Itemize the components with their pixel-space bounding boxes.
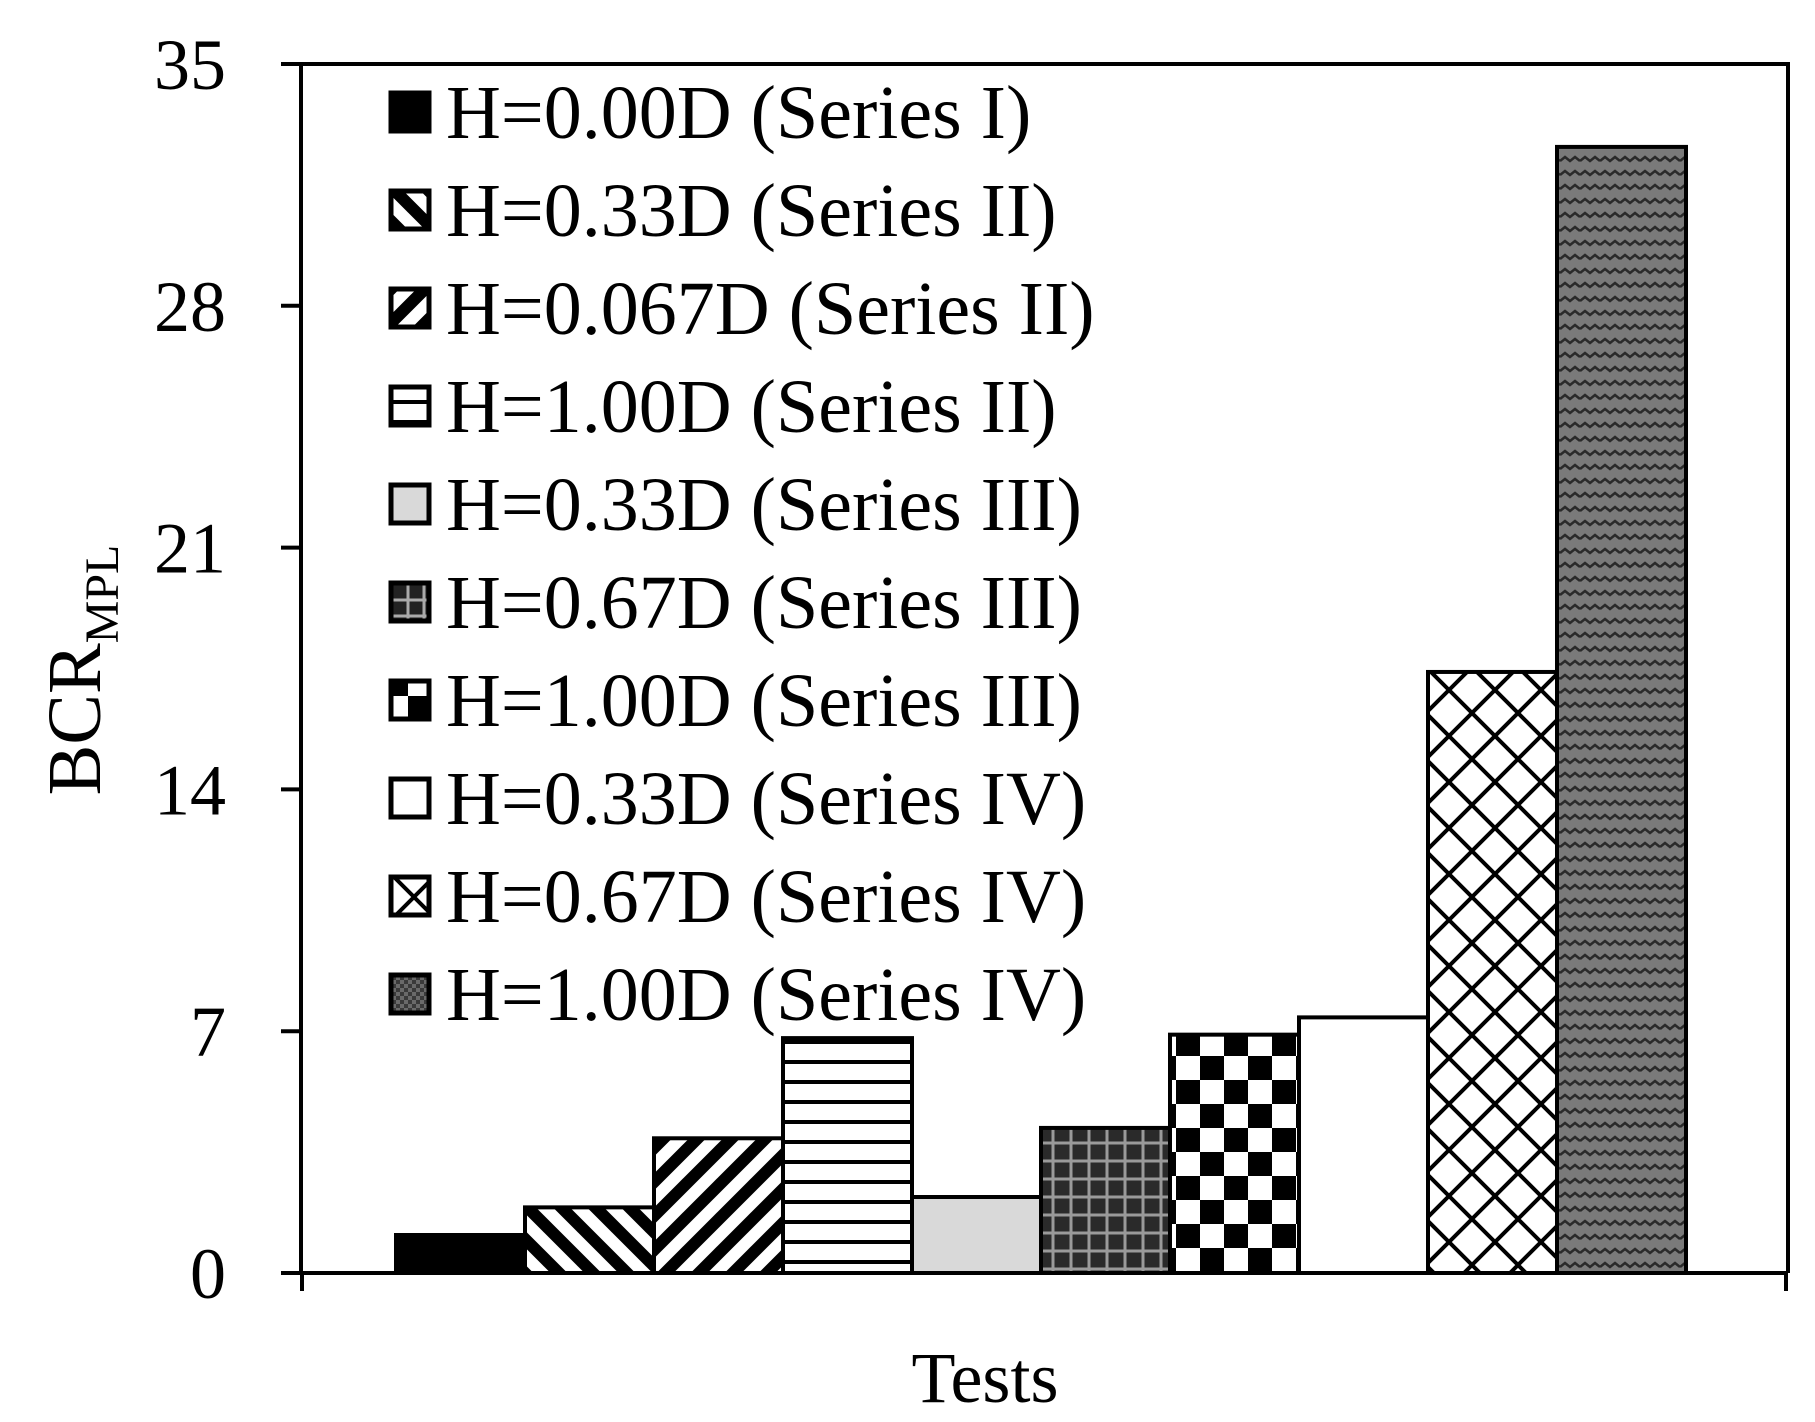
bar-9: [1426, 669, 1559, 1275]
legend-swatch: [388, 384, 432, 428]
legend-swatch: [388, 580, 432, 624]
legend-label: H=1.00D (Series IV): [446, 953, 1086, 1037]
legend-swatch: [388, 678, 432, 722]
y-tick-label: 28: [154, 267, 226, 347]
legend-swatch: [388, 90, 432, 134]
y-tick-label: 0: [190, 1234, 226, 1314]
legend-label: H=1.00D (Series II): [446, 365, 1057, 449]
y-axis-title-subscript: MPL: [76, 545, 129, 644]
plot-frame: [301, 62, 1790, 1273]
bar-2: [523, 1205, 656, 1275]
legend-label: H=0.067D (Series II): [446, 267, 1095, 351]
bar-7: [1168, 1032, 1301, 1276]
legend-swatch: [388, 874, 432, 918]
legend-label: H=0.00D (Series I): [446, 71, 1031, 155]
bar-6: [1039, 1125, 1172, 1276]
legend-label: H=1.00D (Series III): [446, 659, 1082, 743]
legend-label: H=0.33D (Series II): [446, 169, 1057, 253]
y-tick-label: 35: [154, 25, 226, 105]
legend-swatch: [388, 286, 432, 330]
x-axis-title: Tests: [912, 1338, 1059, 1418]
bar-10: [1555, 144, 1688, 1276]
y-axis-title: BCRMPL: [33, 545, 129, 796]
legend-swatch: [388, 482, 432, 526]
bar-1: [394, 1233, 527, 1275]
y-tick-label: 7: [190, 992, 226, 1072]
y-tick-label: 21: [154, 509, 226, 589]
legend-label: H=0.33D (Series III): [446, 463, 1082, 547]
legend-label: H=0.67D (Series III): [446, 561, 1082, 645]
legend: H=0.00D (Series I) H=0.33D (Series II) H=0…: [388, 71, 1095, 1037]
legend-label: H=0.67D (Series IV): [446, 855, 1086, 939]
y-axis-title-main: BCR: [33, 643, 117, 795]
bar-8: [1297, 1015, 1430, 1276]
legend-swatch: [388, 972, 432, 1016]
bar-4: [781, 1036, 914, 1275]
legend-swatch: [388, 776, 432, 820]
bar-5: [910, 1195, 1043, 1276]
bar-3: [652, 1136, 785, 1275]
y-tick-label: 14: [154, 750, 226, 830]
legend-swatch: [388, 188, 432, 232]
legend-label: H=0.33D (Series IV): [446, 757, 1086, 841]
